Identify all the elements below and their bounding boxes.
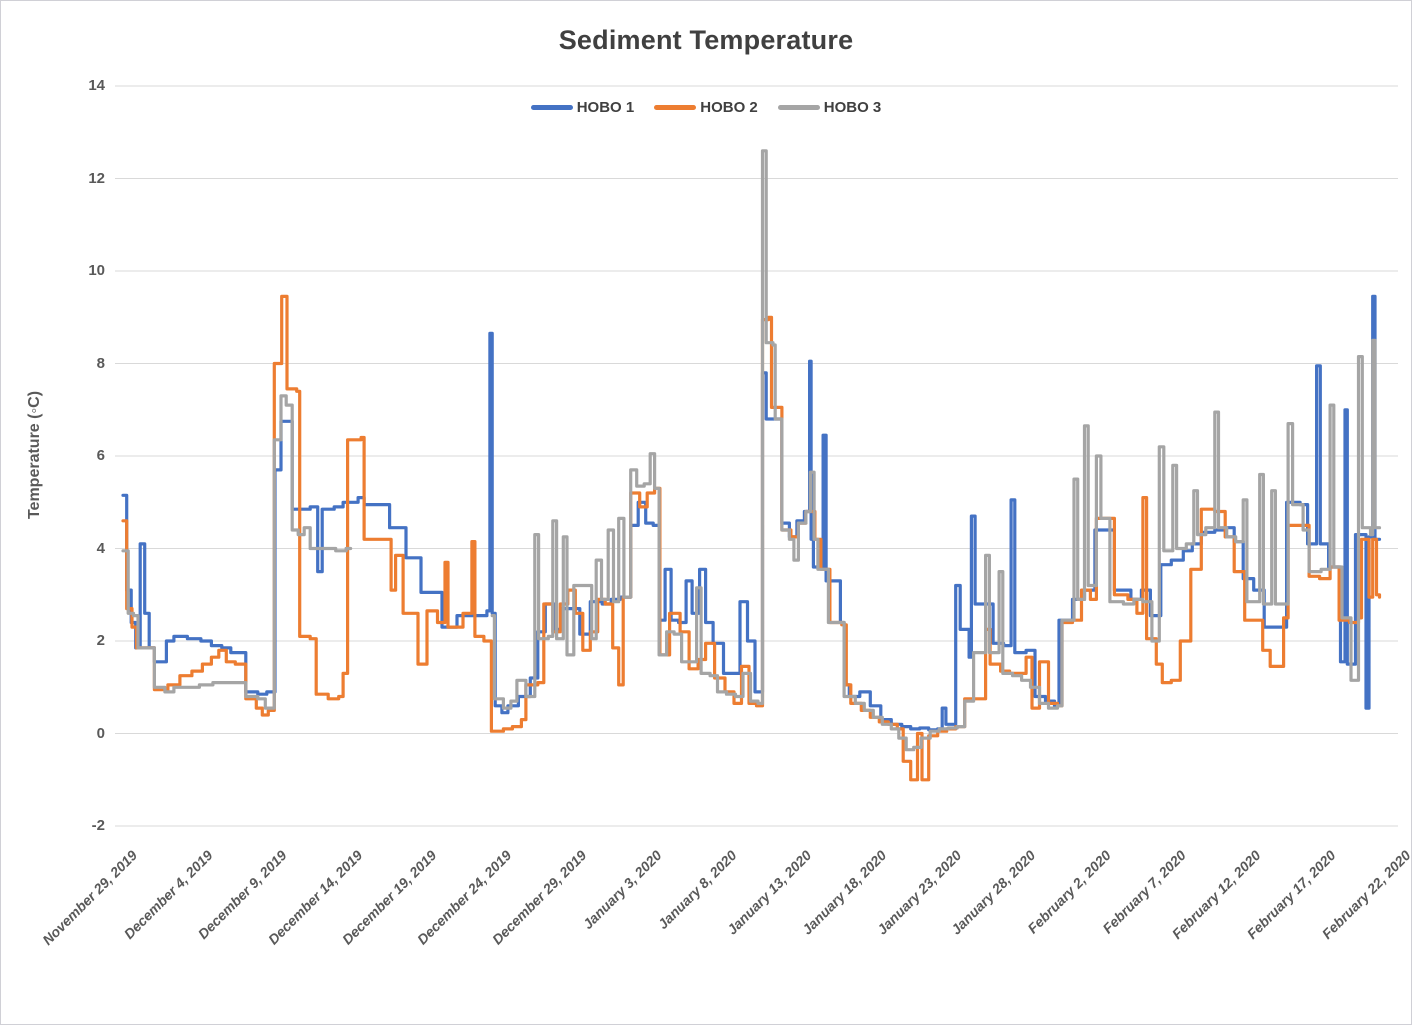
- y-tick-label: 10: [88, 262, 105, 279]
- legend-label-hobo2: HOBO 2: [700, 98, 758, 116]
- series-line-hobo1: [121, 294, 1382, 732]
- legend-item-hobo2: HOBO 2: [654, 99, 758, 116]
- y-tick-label: -2: [91, 817, 105, 834]
- y-tick-label: 8: [96, 354, 105, 372]
- hobo1-line-swatch-icon: [530, 104, 573, 110]
- series-lines: [121, 149, 1382, 782]
- hobo3-line-swatch-icon: [777, 104, 820, 110]
- y-tick-label: 12: [88, 169, 105, 187]
- y-tick-label: 6: [96, 447, 105, 464]
- series-line-hobo3: [121, 149, 1382, 752]
- y-tick-label: 0: [96, 724, 105, 742]
- legend-label-hobo1: HOBO 1: [576, 98, 635, 116]
- legend-item-hobo1: HOBO 1: [530, 98, 635, 116]
- y-tick-label: 14: [88, 77, 105, 94]
- legend-item-hobo3: HOBO 3: [777, 98, 882, 116]
- y-tick-label: 2: [96, 632, 105, 649]
- legend: HOBO 1 HOBO 2 HOBO 3: [1, 97, 1411, 117]
- chart-title: Sediment Temperature: [558, 25, 854, 55]
- gridlines: [115, 85, 1398, 827]
- legend-label-hobo3: HOBO 3: [823, 98, 882, 116]
- y-tick-label: 4: [96, 539, 105, 557]
- hobo2-line-swatch-icon: [654, 104, 697, 110]
